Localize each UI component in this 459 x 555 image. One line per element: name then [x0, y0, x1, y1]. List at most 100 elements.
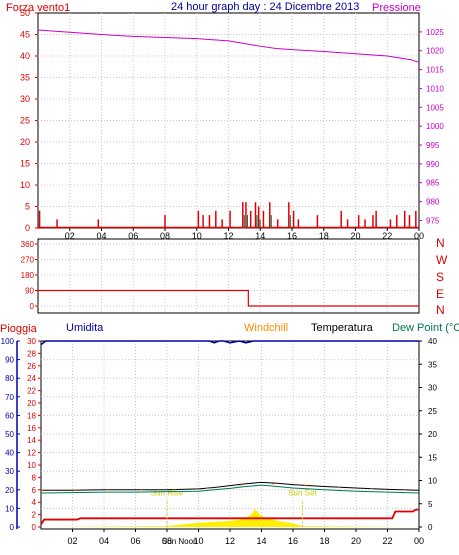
- p1-right-tick-label: 1010: [426, 84, 444, 93]
- rain-tick-label: 12: [27, 449, 36, 458]
- humidity-tick-label: 40: [5, 449, 14, 458]
- direction-label: E: [436, 287, 444, 301]
- humidity-tick-label: 70: [5, 393, 14, 402]
- humidity-tick-label: 30: [5, 467, 14, 476]
- p3-x-tick-label: 10: [193, 536, 203, 546]
- rain-tick-label: 6: [32, 486, 37, 495]
- p2-left-tick-label: 180: [21, 271, 35, 280]
- rain-tick-label: 18: [27, 411, 36, 420]
- p1-x-tick-label: 06: [128, 231, 138, 241]
- humidity-tick-label: 0: [10, 523, 15, 532]
- p1-left-tick-label: 15: [20, 159, 30, 169]
- direction-label: N: [436, 303, 445, 317]
- p1-x-tick-label: 04: [96, 231, 106, 241]
- p1-right-tick-label: 1025: [426, 28, 444, 37]
- p1-left-tick-label: 30: [20, 94, 30, 104]
- sun-area: [41, 508, 419, 527]
- humidity-tick-label: 100: [1, 337, 15, 346]
- humidity-line: [40, 340, 419, 346]
- humidity-tick-label: 90: [5, 356, 14, 365]
- p1-right-tick-label: 995: [426, 141, 440, 150]
- p1-left-tick-label: 45: [20, 30, 30, 40]
- temp-tick-label: 15: [428, 453, 437, 462]
- temp-tick-label: 10: [428, 477, 437, 486]
- p2-left-tick-label: 360: [21, 240, 35, 249]
- p3-x-tick-label: 18: [319, 536, 329, 546]
- p1-x-tick-label: 22: [382, 231, 392, 241]
- rain-tick-label: 4: [32, 498, 37, 507]
- pressure-line: [37, 29, 420, 63]
- p3-x-tick-label: 08: [162, 536, 172, 546]
- p1-x-tick-label: 16: [287, 231, 297, 241]
- p3-x-tick-label: 02: [67, 536, 77, 546]
- panel1-series: [37, 29, 420, 229]
- rain-tick-label: 0: [32, 523, 37, 532]
- rain-tick-label: 28: [27, 349, 36, 358]
- panel2-grid: [38, 239, 419, 313]
- p3-x-tick-label: 16: [288, 536, 298, 546]
- p1-left-tick-label: 0: [25, 223, 30, 233]
- p3-x-tick-label: 22: [382, 536, 392, 546]
- direction-label: S: [436, 270, 444, 284]
- p1-x-tick-label: 00: [414, 231, 424, 241]
- direction-label: N: [436, 236, 445, 250]
- rain-tick-label: 16: [27, 424, 36, 433]
- p2-left-tick-label: 0: [30, 302, 35, 311]
- temp-tick-label: 5: [428, 500, 433, 509]
- p1-x-tick-label: 12: [223, 231, 233, 241]
- sun-rise-label: Sun Rise: [151, 488, 184, 497]
- windchill-label: Windchill: [244, 322, 288, 334]
- p2-left-tick-label: 270: [21, 256, 35, 265]
- p1-x-tick-label: 02: [65, 231, 75, 241]
- panel1-grid: [38, 13, 419, 228]
- rain-tick-label: 8: [32, 473, 37, 482]
- chart-title: 24 hour graph day : 24 Dicembre 2013: [171, 1, 359, 13]
- p1-x-tick-label: 08: [160, 231, 170, 241]
- rain-label: Pioggia: [0, 323, 38, 335]
- p1-left-tick-label: 5: [25, 202, 30, 212]
- temp-tick-label: 20: [428, 430, 437, 439]
- p2-left-tick-label: 90: [25, 287, 34, 296]
- humidity-tick-label: 60: [5, 411, 14, 420]
- p1-left-tick-label: 40: [20, 51, 30, 61]
- p1-right-tick-label: 980: [426, 198, 440, 207]
- p1-x-tick-label: 14: [255, 231, 265, 241]
- p1-right-tick-label: 975: [426, 216, 440, 225]
- panel1-axes: 0510152025303540455097598098599099510001…: [20, 8, 444, 241]
- humidity-tick-label: 10: [5, 504, 14, 513]
- wind-label: Forza vento1: [6, 2, 70, 14]
- p3-x-tick-label: 14: [256, 536, 266, 546]
- p3-x-tick-label: 20: [351, 536, 361, 546]
- sun-set-label: Sun Set: [288, 488, 317, 497]
- panel3-axes: 0102030405060708090100024681012141618202…: [1, 337, 438, 546]
- p1-left-tick-label: 35: [20, 73, 30, 83]
- panel2-series: [38, 289, 419, 307]
- p1-right-tick-label: 1015: [426, 66, 444, 75]
- temp-tick-label: 25: [428, 407, 437, 416]
- humidity-tick-label: 80: [5, 374, 14, 383]
- rain-tick-label: 26: [27, 362, 36, 371]
- p1-right-tick-label: 1000: [426, 122, 444, 131]
- p1-x-tick-label: 10: [192, 231, 202, 241]
- humidity-tick-label: 50: [5, 430, 14, 439]
- rain-tick-label: 24: [27, 374, 36, 383]
- rain-tick-label: 2: [32, 511, 37, 520]
- p1-right-tick-label: 985: [426, 179, 440, 188]
- rain-tick-label: 30: [27, 337, 36, 346]
- temperature-label: Temperatura: [311, 322, 374, 334]
- p1-right-tick-label: 1005: [426, 103, 444, 112]
- direction-label: W: [436, 253, 448, 267]
- temp-tick-label: 35: [428, 360, 437, 369]
- sun-noon-label: Sun Noon: [162, 537, 198, 546]
- p1-x-tick-label: 20: [350, 231, 360, 241]
- p1-left-tick-label: 50: [20, 8, 30, 18]
- temp-tick-label: 0: [428, 523, 433, 532]
- humidity-label: Umidita: [66, 322, 104, 334]
- panel3-grid: [41, 341, 419, 529]
- p1-left-tick-label: 20: [20, 137, 30, 147]
- rain-tick-label: 20: [27, 399, 36, 408]
- p1-left-tick-label: 10: [20, 180, 30, 190]
